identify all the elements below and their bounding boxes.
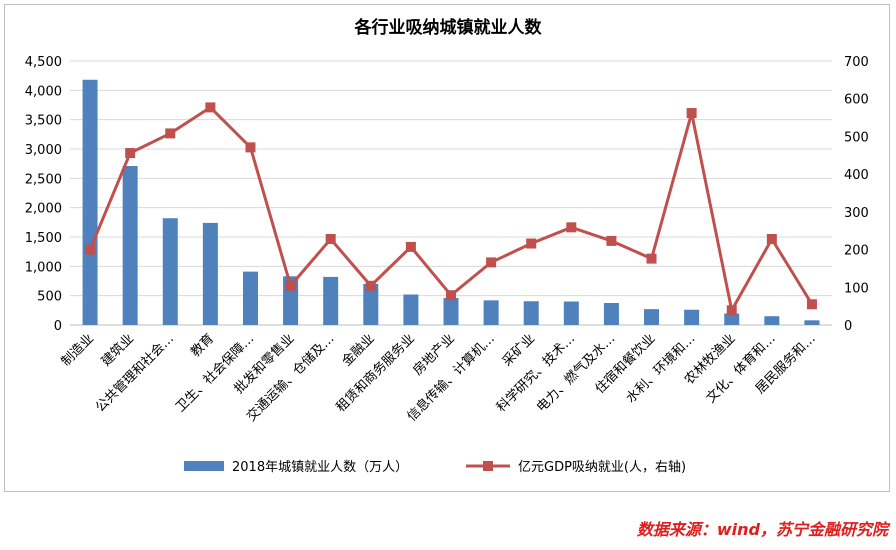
- bar: [764, 316, 780, 325]
- bar: [162, 218, 178, 325]
- legend-bar-label: 2018年城镇就业人数（万人）: [232, 460, 408, 475]
- y-left-tick-label: 500: [37, 290, 62, 305]
- line-marker: [726, 305, 737, 316]
- y-left-tick-label: 3,000: [25, 143, 62, 158]
- y-left-tick-label: 1,000: [25, 260, 62, 275]
- bar: [242, 271, 258, 325]
- y-right-tick-label: 200: [844, 244, 869, 259]
- legend-bar-swatch: [184, 461, 224, 471]
- x-tick-label: 金融业: [339, 331, 378, 370]
- bar: [403, 294, 419, 325]
- y-right-tick-label: 0: [844, 319, 852, 334]
- y-right-tick-label: 100: [844, 281, 869, 296]
- line-marker: [205, 102, 216, 113]
- line-marker: [686, 108, 697, 119]
- y-left-tick-label: 4,500: [25, 55, 62, 70]
- y-left-tick-label: 4,000: [25, 84, 62, 99]
- bar: [603, 303, 619, 325]
- bar: [724, 313, 740, 325]
- x-tick-label: 文化、体育和…: [703, 331, 779, 407]
- y-right-tick-label: 600: [844, 93, 869, 108]
- line-marker: [85, 244, 96, 255]
- line-marker: [125, 148, 136, 159]
- source-note: 数据来源：wind，苏宁金融研究院: [636, 520, 888, 539]
- line-marker: [325, 234, 336, 245]
- x-tick-label: 制造业: [59, 331, 97, 369]
- y-left-tick-label: 2,000: [25, 202, 62, 217]
- line-series: [88, 105, 814, 315]
- y-right-tick-label: 500: [844, 130, 869, 145]
- bar: [323, 276, 339, 325]
- line-marker: [365, 280, 376, 291]
- legend-line-marker: [483, 461, 493, 471]
- bar: [122, 166, 138, 325]
- line-marker: [646, 253, 657, 264]
- bar: [82, 79, 98, 325]
- bar: [202, 222, 218, 325]
- bar: [523, 301, 539, 325]
- x-tick-label: 水利、环境和…: [623, 331, 698, 406]
- bar: [363, 283, 379, 325]
- line-marker: [526, 238, 537, 249]
- chart-frame: [4, 4, 890, 492]
- line-marker: [165, 128, 176, 139]
- line-marker: [446, 290, 456, 301]
- legend-line-label: 亿元GDP吸纳就业(人，右轴): [518, 460, 686, 475]
- line-marker: [806, 299, 817, 310]
- bar: [804, 320, 820, 325]
- line-marker: [606, 235, 617, 246]
- chart-title: 各行业吸纳城镇就业人数: [354, 17, 543, 38]
- y-left-tick-label: 3,500: [25, 114, 62, 129]
- x-tick-label: 建筑业: [98, 331, 137, 370]
- bar: [563, 301, 579, 325]
- y-right-tick-label: 300: [844, 206, 869, 221]
- bar: [483, 300, 499, 325]
- line-marker: [566, 222, 577, 233]
- x-tick-label: 教育: [187, 331, 217, 361]
- line-marker: [245, 142, 256, 153]
- y-right-tick-label: 400: [844, 168, 869, 183]
- y-left-tick-label: 0: [54, 319, 62, 334]
- bar: [443, 298, 459, 325]
- bar: [684, 309, 700, 325]
- y-left-tick-label: 1,500: [25, 231, 62, 246]
- y-right-tick-label: 700: [844, 55, 869, 70]
- line-marker: [285, 280, 296, 291]
- line-marker: [405, 241, 416, 252]
- line-marker: [766, 234, 777, 245]
- y-left-tick-label: 2,500: [25, 172, 62, 187]
- line-marker: [486, 257, 497, 268]
- bar: [644, 309, 660, 325]
- x-tick-label: 采矿业: [500, 331, 538, 369]
